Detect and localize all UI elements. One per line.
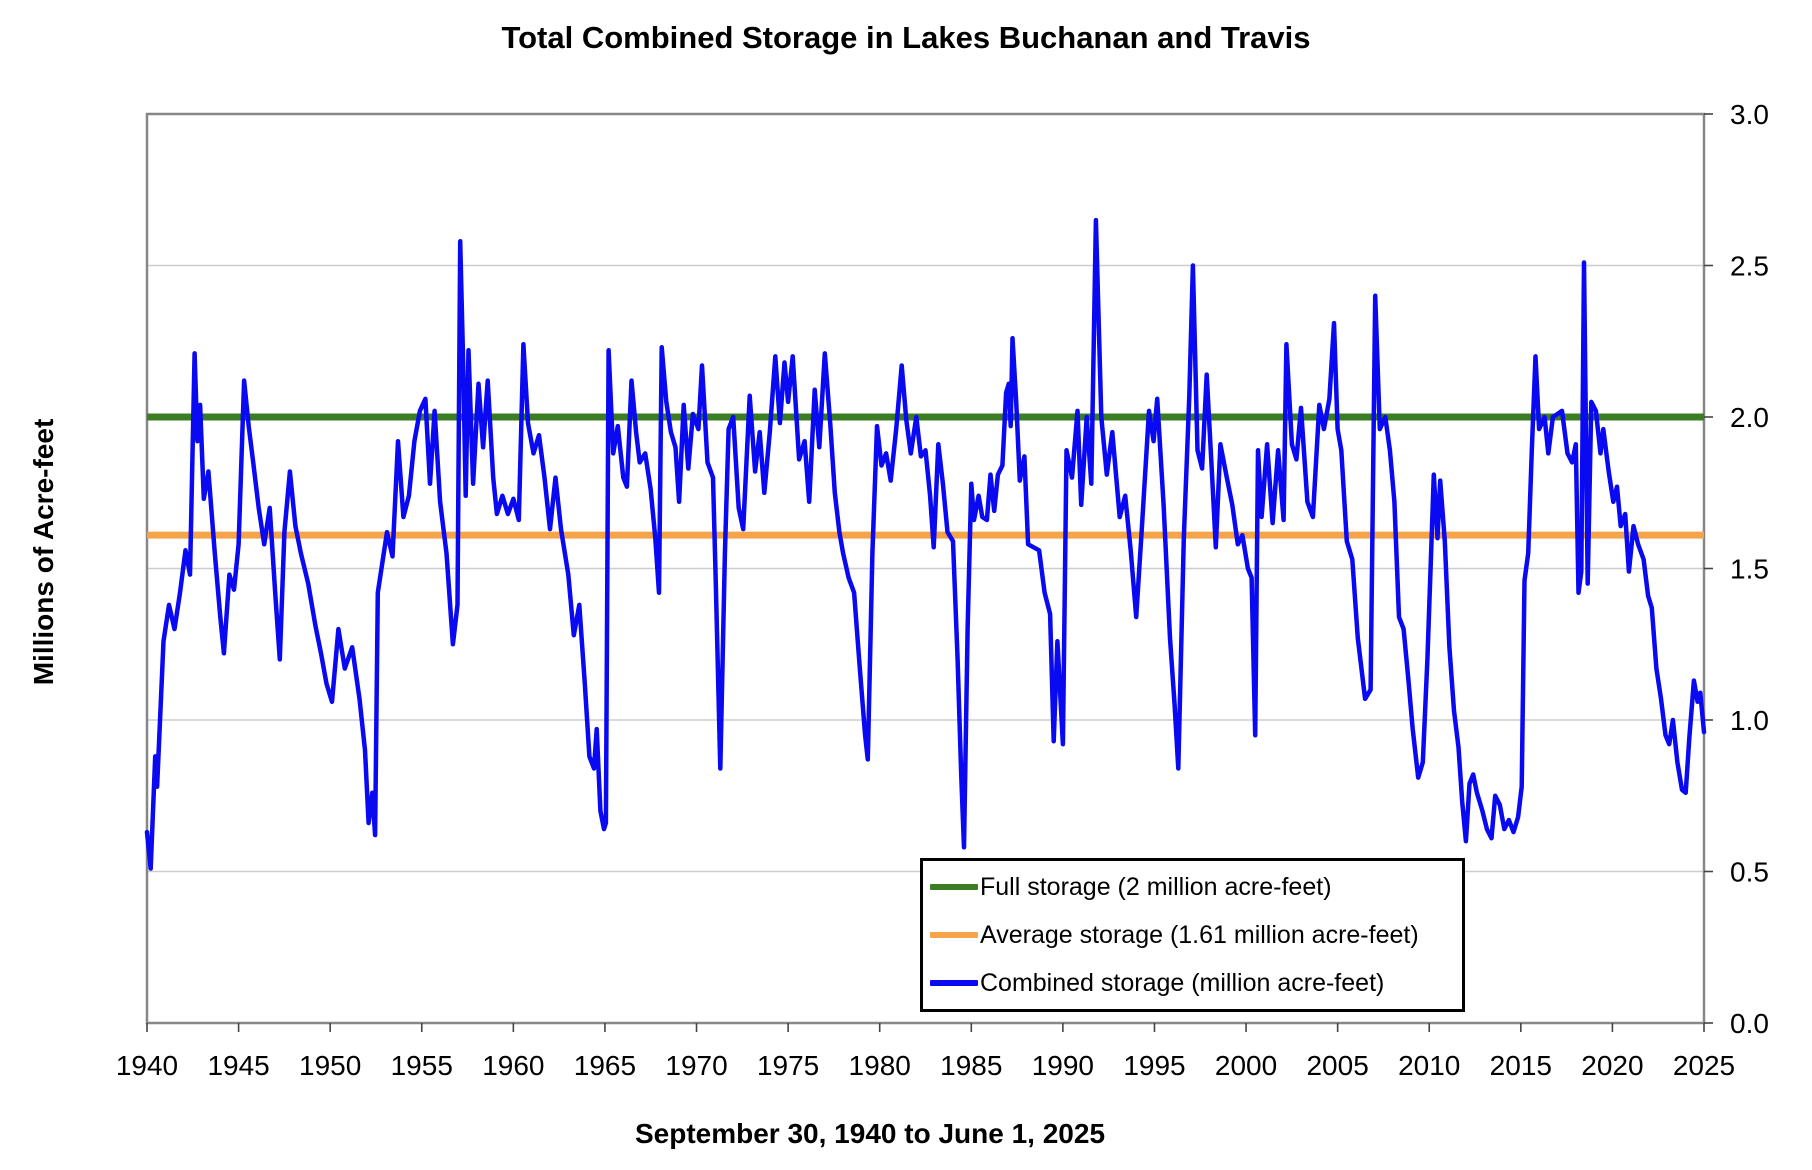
- full-storage-line-swatch: [930, 884, 978, 890]
- x-tick-label-1980: 1980: [849, 1050, 911, 1081]
- x-tick-label-2015: 2015: [1490, 1050, 1552, 1081]
- x-tick-label-2000: 2000: [1215, 1050, 1277, 1081]
- x-tick-label-1975: 1975: [757, 1050, 819, 1081]
- x-tick-label-1940: 1940: [116, 1050, 178, 1081]
- legend-label: Combined storage (million acre-feet): [980, 968, 1385, 997]
- y-tick-label-0.5: 0.5: [1730, 857, 1769, 888]
- y-tick-label-2.5: 2.5: [1730, 251, 1769, 282]
- x-axis-title: September 30, 1940 to June 1, 2025: [634, 1118, 1106, 1149]
- y-tick-label-2: 2.0: [1730, 402, 1769, 433]
- x-tick-label-1945: 1945: [207, 1050, 269, 1081]
- y-tick-label-1: 1.0: [1730, 705, 1769, 736]
- y-tick-label-0: 0.0: [1730, 1008, 1769, 1039]
- y-tick-label-3: 3.0: [1730, 99, 1769, 130]
- x-tick-label-1960: 1960: [482, 1050, 544, 1081]
- legend-item-full-storage: Full storage (2 million acre-feet): [930, 873, 1462, 902]
- combined-storage-series-line: [144, 217, 1707, 871]
- x-tick-label-2020: 2020: [1581, 1050, 1643, 1081]
- x-tick-label-1950: 1950: [299, 1050, 361, 1081]
- legend: Full storage (2 million acre-feet) Avera…: [920, 858, 1465, 1012]
- y-tick-label-1.5: 1.5: [1730, 554, 1769, 585]
- x-tick-label-1990: 1990: [1032, 1050, 1094, 1081]
- x-tick-label-2010: 2010: [1398, 1050, 1460, 1081]
- legend-item-combined-storage: Combined storage (million acre-feet): [930, 969, 1462, 998]
- average-storage-line-swatch: [930, 932, 978, 938]
- x-tick-label-1955: 1955: [391, 1050, 453, 1081]
- combined-storage-line-swatch: [930, 980, 978, 986]
- legend-label: Full storage (2 million acre-feet): [980, 872, 1332, 901]
- x-tick-label-2025: 2025: [1673, 1050, 1735, 1081]
- x-tick-label-1995: 1995: [1123, 1050, 1185, 1081]
- x-tick-label-1985: 1985: [940, 1050, 1002, 1081]
- x-tick-label-2005: 2005: [1306, 1050, 1368, 1081]
- chart-title: Total Combined Storage in Lakes Buchanan…: [501, 20, 1311, 55]
- x-tick-label-1970: 1970: [665, 1050, 727, 1081]
- legend-item-average-storage: Average storage (1.61 million acre-feet): [930, 921, 1462, 950]
- legend-label: Average storage (1.61 million acre-feet): [980, 920, 1419, 949]
- x-tick-label-1965: 1965: [574, 1050, 636, 1081]
